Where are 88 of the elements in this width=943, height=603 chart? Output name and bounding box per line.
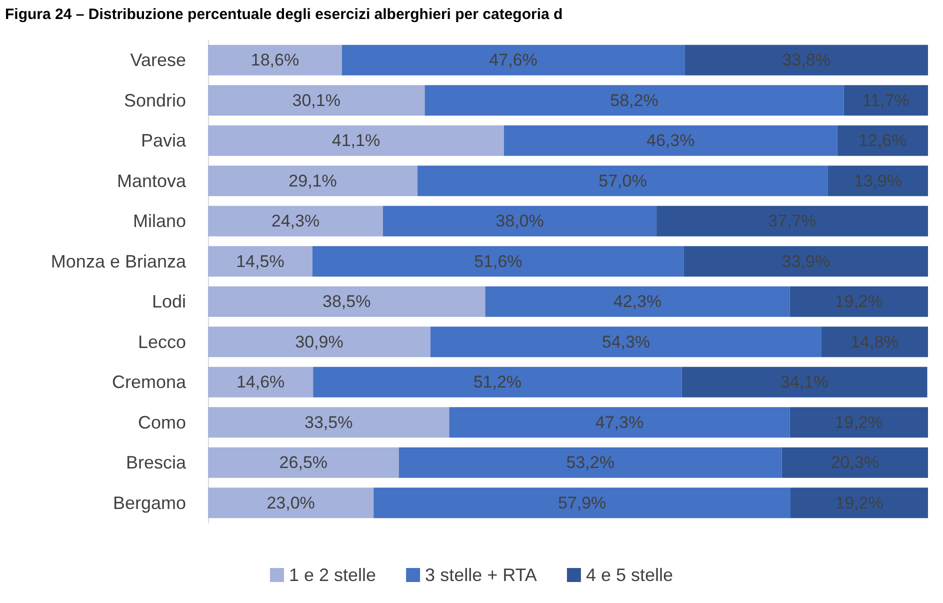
data-label: 54,3% <box>602 332 650 352</box>
y-tick-label: Bergamo <box>112 492 186 513</box>
data-label: 41,1% <box>332 131 380 150</box>
data-label: 58,2% <box>610 90 658 110</box>
y-tick-label: Lodi <box>152 292 186 312</box>
bar <box>684 44 928 76</box>
bar <box>208 166 418 196</box>
data-label: 42,3% <box>613 292 662 312</box>
bar <box>449 407 790 438</box>
data-label: 47,3% <box>595 412 644 432</box>
data-label: 11,7% <box>862 90 910 110</box>
bar <box>684 246 928 277</box>
bar <box>504 125 838 156</box>
bar <box>208 366 314 398</box>
bar <box>682 366 928 398</box>
bar <box>208 246 312 277</box>
data-label: 30,1% <box>292 90 340 110</box>
legend-label: 3 stelle + RTA <box>425 565 537 585</box>
data-label: 47,6% <box>489 50 538 70</box>
bar <box>790 286 928 317</box>
data-label: 33,8% <box>782 50 830 70</box>
y-tick-label: Lecco <box>138 332 186 352</box>
data-label: 51,6% <box>474 252 522 271</box>
data-label: 57,9% <box>558 493 606 512</box>
bar <box>844 85 928 116</box>
bar <box>424 85 844 116</box>
bar <box>208 125 504 156</box>
bar <box>418 166 828 196</box>
legend-label: 4 e 5 stelle <box>586 565 674 585</box>
y-tick-label: Como <box>138 412 186 432</box>
bar <box>828 166 928 196</box>
bar <box>790 407 928 438</box>
bar <box>430 326 822 358</box>
bar <box>342 44 685 76</box>
bar <box>837 125 928 156</box>
data-label: 12,6% <box>858 131 907 150</box>
legend-label: 1 e 2 stelle <box>289 565 376 585</box>
y-tick-label: Pavia <box>140 130 187 151</box>
y-tick-label: Monza e Brianza <box>50 251 187 272</box>
y-tick-label: Milano <box>132 211 186 232</box>
bar <box>313 366 682 398</box>
y-tick-label: Mantova <box>116 170 187 191</box>
bar <box>208 447 399 478</box>
bar <box>374 488 790 518</box>
data-label: 30,9% <box>295 332 344 352</box>
bar <box>782 447 928 478</box>
bar <box>208 488 374 518</box>
chart-title: Figura 24 – Distribuzione percentuale degli esercizi alberghieri per categoria d <box>5 6 563 23</box>
y-tick-label: Sondrio <box>124 90 186 110</box>
data-label: 18,6% <box>250 50 300 70</box>
data-label: 33,5% <box>304 412 353 432</box>
bar <box>821 326 928 358</box>
data-label: 20,3% <box>830 453 880 472</box>
data-label: 29,1% <box>288 171 337 190</box>
data-label: 51,2% <box>473 372 522 392</box>
data-label: 19,2% <box>834 292 883 312</box>
y-tick-label: Brescia <box>126 452 187 473</box>
bar <box>656 206 928 236</box>
data-label: 14,6% <box>236 372 285 392</box>
data-label: 23,0% <box>266 493 315 512</box>
data-label: 57,0% <box>598 171 647 190</box>
y-tick-label: Cremona <box>112 372 187 392</box>
bar <box>208 44 342 76</box>
data-label: 38,5% <box>322 292 371 312</box>
data-label: 14,5% <box>236 252 284 271</box>
bar <box>208 326 430 358</box>
data-label: 19,2% <box>835 493 884 512</box>
data-label: 13,9% <box>854 171 902 190</box>
data-label: 37,7% <box>768 212 816 231</box>
bar <box>208 206 383 236</box>
bar <box>790 488 928 518</box>
y-tick-label: Varese <box>130 50 186 70</box>
bar <box>208 85 425 116</box>
data-label: 53,2% <box>566 453 614 472</box>
bar <box>208 286 486 317</box>
data-label: 34,1% <box>780 372 829 392</box>
data-label: 46,3% <box>646 131 695 150</box>
data-label: 26,5% <box>279 453 328 472</box>
data-label: 24,3% <box>271 212 320 231</box>
bar <box>382 206 657 236</box>
data-label: 19,2% <box>834 412 883 432</box>
data-label: 38,0% <box>496 212 544 231</box>
data-label: 33,9% <box>782 252 830 271</box>
bar <box>208 407 450 438</box>
data-label: 14,8% <box>850 332 899 352</box>
bar <box>485 286 790 317</box>
bar <box>398 447 782 478</box>
bar <box>312 246 684 277</box>
